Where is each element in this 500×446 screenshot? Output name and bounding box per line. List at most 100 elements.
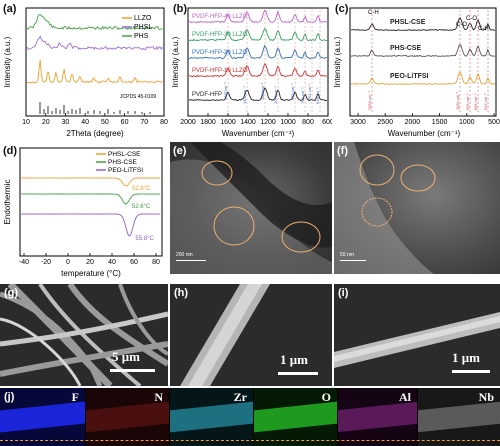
legend-entry: PHS-CSE: [108, 159, 138, 166]
series-1: [188, 28, 328, 42]
x-axis-tick-label: 2500: [377, 119, 393, 126]
x-axis-tick-label: 1600: [220, 119, 236, 126]
chart-a: 10 20 30 40 50 60 70 80 2Theta (degree) Intensi…: [3, 7, 168, 138]
scale-label: 1 μm: [280, 352, 308, 367]
y-axis-label: Endothermic: [3, 180, 12, 225]
band-label: 516 cm⁻¹: [483, 93, 488, 110]
band-label: 1667cm⁻¹: [223, 82, 228, 100]
x-axis-tick-label: 1000: [459, 119, 475, 126]
band-label: 795 cm⁻¹: [300, 87, 305, 104]
series-llzo: [26, 59, 163, 84]
sem-image-h: [180, 284, 270, 386]
x-axis-tick-label: 10: [22, 119, 30, 126]
element-label-f: F: [71, 390, 79, 404]
legend-entry: PEO-LiTFSI: [108, 167, 143, 174]
panel-a-xrd: 10 20 30 40 50 60 70 80 2Theta (degree) Intensi…: [0, 0, 170, 140]
panel-b-ftir: 2000 1800 1600 1400 1200 1000 800 600 Wavenumbe…: [170, 0, 332, 140]
plot-frame: [349, 7, 497, 117]
eds-map-al: Al: [338, 388, 417, 446]
band-label: 761 cm⁻¹: [307, 83, 312, 100]
eds-map-n: N: [86, 388, 169, 446]
highlight-circle: [361, 197, 393, 227]
legend-llzo: LLZO: [134, 15, 152, 22]
peak-label: 52.6°C: [132, 204, 151, 210]
panel-j-eds: F N Zr O Al Nb (j): [0, 388, 500, 446]
panel-label-d: (d): [3, 145, 18, 157]
scale-label: 5 μm: [112, 349, 140, 364]
series-2: [350, 71, 496, 85]
legend-phsl: PHSL: [134, 24, 152, 31]
element-label-o: O: [321, 390, 331, 404]
plot-frame: [19, 147, 163, 257]
x-axis-label: temperature (°C): [61, 269, 121, 278]
scale-bar: [452, 370, 490, 373]
panel-label-g: (g): [4, 287, 19, 299]
series-2: [20, 213, 161, 237]
legend-entry: PVDF-HFP-20 LLZO: [192, 50, 248, 56]
band-label: 1180cm⁻¹: [260, 82, 265, 100]
panel-label-f: (f): [337, 145, 348, 157]
x-axis-tick-label: 40: [108, 259, 116, 266]
panel-d-dsc: -40 -20 0 20 40 60 80 temperature (°C) Endothe…: [0, 142, 168, 282]
dashed-frame: [0, 440, 500, 441]
band-label: 2853 cm⁻¹: [367, 91, 372, 110]
series-phsl: [26, 35, 163, 51]
x-axis-label: Wavenumber (cm⁻¹): [222, 129, 295, 138]
legend-entry: PVDF-HFP-10 LLZO: [192, 68, 248, 74]
scale-label: 1 μm: [452, 350, 480, 365]
scale-bar: [110, 369, 155, 372]
panel-label-j: (j): [4, 391, 15, 403]
chart-d: -40 -20 0 20 40 60 80 temperature (°C) Endothe…: [3, 147, 163, 278]
bond-label: C-H: [368, 10, 379, 16]
highlight-circle: [281, 221, 321, 253]
band-label: 1401cm⁻¹: [242, 86, 247, 104]
legend-phs: PHS: [134, 33, 149, 40]
x-axis-tick-label: 20: [86, 259, 94, 266]
eds-map-f: F: [0, 388, 85, 446]
panel-label-e: (e): [173, 145, 187, 157]
panel-label-i: (i): [338, 287, 349, 299]
series-3: [188, 63, 328, 78]
x-axis-tick-label: 1500: [432, 119, 448, 126]
chart-c: 3000 2500 2000 1500 1000 500 Wavenumber (cm⁻¹…: [333, 7, 500, 138]
band-label: 614 cm⁻¹: [315, 87, 320, 104]
legend-entry: PVDF-HFP-30 LLZO: [192, 32, 248, 38]
scale-label: 50 nm: [340, 252, 354, 258]
sem-image-g: [0, 284, 168, 386]
panel-label-b: (b): [173, 3, 188, 15]
band-label: 955 cm⁻¹: [465, 93, 470, 110]
x-axis-tick-label: 70: [140, 119, 148, 126]
x-axis-tick-label: 1200: [260, 119, 276, 126]
legend-entry: PHSL-CSE: [108, 151, 141, 158]
x-axis-tick-label: 1800: [200, 119, 216, 126]
legend-entry: PHSL-CSE: [390, 19, 426, 26]
eds-map-o: O: [254, 388, 337, 446]
panel-f-tem: (f) 50 nm: [334, 142, 500, 274]
x-axis-label: 2Theta (degree): [66, 129, 124, 138]
tem-image-f: [334, 142, 436, 274]
series-1: [21, 193, 161, 205]
bond-label: C-O: [456, 22, 467, 28]
y-axis-label: Intensity (a.u.): [171, 36, 180, 87]
scale-bar: [278, 372, 318, 375]
band-label: 1071cm⁻¹: [273, 86, 278, 104]
series-0: [350, 16, 496, 32]
band-label: 875 cm⁻¹: [290, 83, 295, 100]
legend-entry: PEO-LiTFSI: [390, 73, 429, 80]
panel-e-tem: (e) 200 nm: [170, 142, 332, 274]
panel-c-ftir-cse: 3000 2500 2000 1500 1000 500 Wavenumber (cm⁻¹…: [332, 0, 500, 140]
band-label: 1100 cm⁻¹: [455, 91, 460, 110]
legend-entry: PVDF-HFP-40 LLZO: [192, 14, 248, 20]
x-axis-tick-label: 800: [302, 119, 314, 126]
x-axis-tick-label: 80: [160, 119, 168, 126]
x-axis-tick-label: -40: [19, 259, 29, 266]
series-0: [21, 177, 161, 187]
panel-i-sem: (i) 1 μm: [334, 284, 500, 386]
panel-label-c: (c): [335, 3, 349, 15]
chart-b: 2000 1800 1600 1400 1200 1000 800 600 Wavenumbe…: [171, 7, 332, 138]
band-label: 835 cm⁻¹: [473, 93, 478, 110]
element-label-al: Al: [399, 390, 411, 404]
legend-entry: PHS-CSE: [390, 45, 421, 52]
highlight-circle: [213, 206, 255, 246]
series-0: [188, 9, 328, 24]
